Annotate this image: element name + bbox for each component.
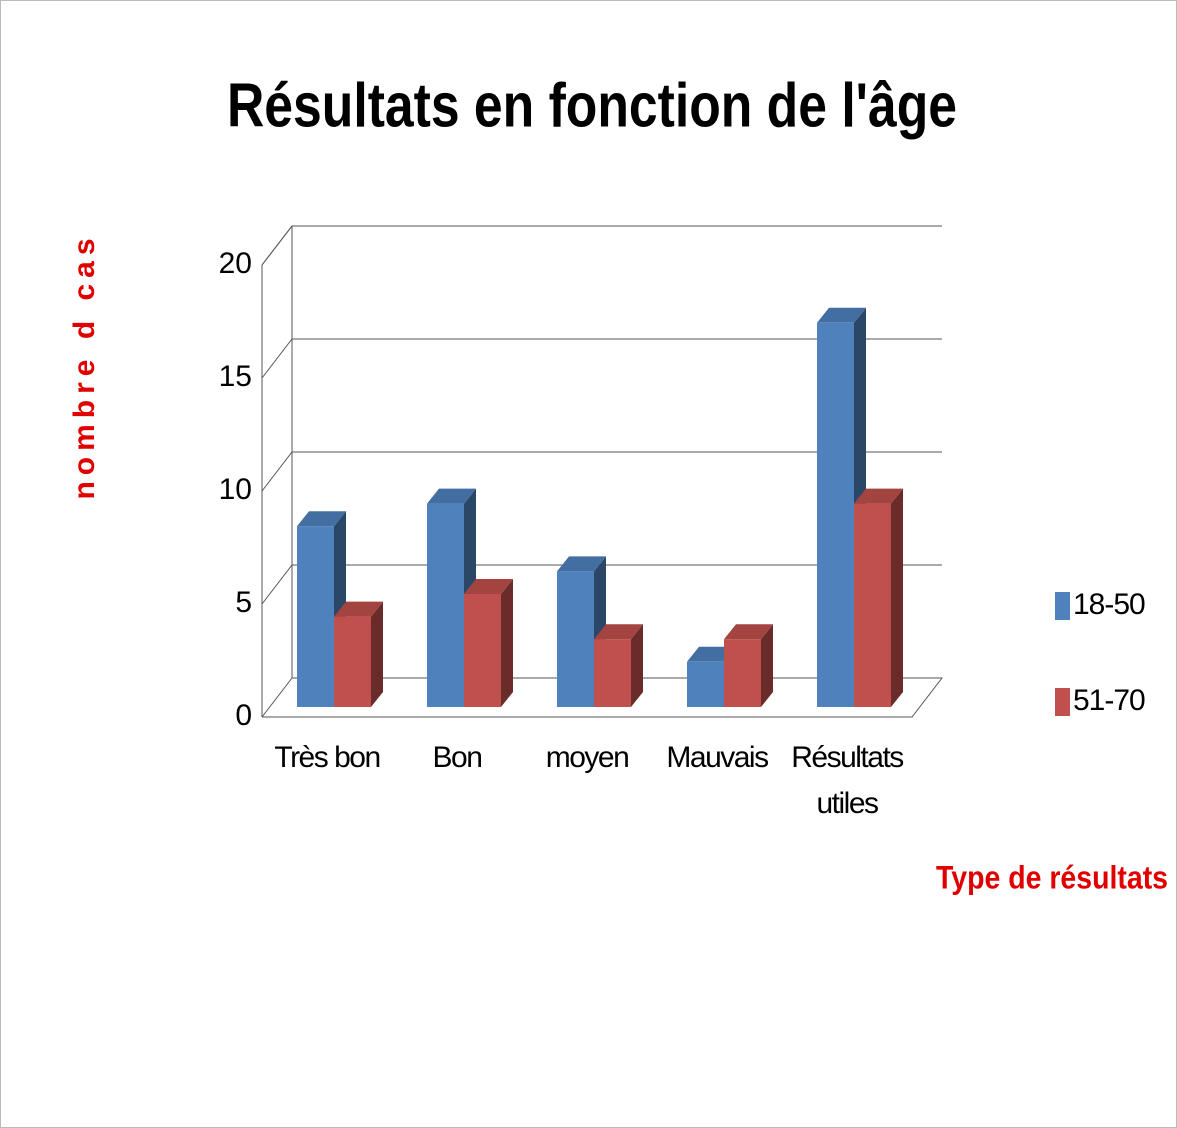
legend-swatch bbox=[1055, 592, 1070, 620]
legend-label: 18-50 bbox=[1073, 588, 1145, 621]
bar-front bbox=[464, 594, 501, 707]
bar-front bbox=[594, 639, 631, 707]
bar-top bbox=[557, 556, 606, 572]
x-tick-label: Résultats utiles bbox=[791, 741, 904, 820]
y-tick-label: 0 bbox=[235, 699, 252, 732]
bar bbox=[464, 579, 513, 707]
bar-top bbox=[297, 511, 346, 527]
grid-line bbox=[261, 225, 942, 266]
grid-line bbox=[261, 338, 942, 379]
bar-front bbox=[687, 661, 724, 707]
bar-front bbox=[817, 322, 854, 707]
bar-front bbox=[854, 503, 891, 707]
x-tick-label: Bon bbox=[432, 741, 483, 774]
legend-swatch bbox=[1055, 688, 1070, 716]
x-tick-label-box: Résultats utiles bbox=[791, 741, 904, 820]
bar-side bbox=[501, 579, 513, 707]
bar-side bbox=[891, 488, 903, 707]
bar bbox=[854, 488, 903, 707]
x-tick-label: Très bon bbox=[274, 741, 381, 774]
grid-line bbox=[261, 451, 942, 492]
bar bbox=[724, 624, 773, 707]
bar-front bbox=[297, 526, 334, 707]
x-tick-label-box: Très bon bbox=[274, 741, 381, 774]
bar bbox=[334, 601, 383, 707]
x-tick-label-box: moyen bbox=[545, 741, 630, 774]
bar-front bbox=[427, 503, 464, 707]
bar-top bbox=[464, 579, 513, 594]
bar-front bbox=[334, 616, 371, 707]
x-tick-label-box: Mauvais bbox=[666, 741, 769, 774]
bar-top bbox=[594, 624, 643, 640]
bar-side bbox=[371, 601, 383, 707]
bar bbox=[427, 488, 476, 707]
y-tick-label: 15 bbox=[219, 360, 252, 393]
y-axis-label: nombre d cas bbox=[68, 232, 101, 499]
bar-top bbox=[427, 488, 476, 504]
bar-top bbox=[687, 646, 736, 662]
x-tick-label: moyen bbox=[545, 741, 630, 774]
legend-label: 51-70 bbox=[1073, 684, 1145, 717]
bar-top bbox=[817, 307, 866, 323]
bar bbox=[594, 624, 643, 707]
grid-line bbox=[261, 564, 942, 605]
x-tick-label: Mauvais bbox=[666, 741, 769, 774]
bar-side bbox=[761, 624, 773, 707]
bar-top bbox=[724, 624, 773, 640]
x-axis-label: Type de résultats bbox=[936, 859, 1168, 895]
bar-front bbox=[557, 571, 594, 707]
bar-front bbox=[724, 639, 761, 707]
y-tick-label: 5 bbox=[235, 586, 252, 619]
y-tick-label: 10 bbox=[219, 473, 252, 506]
bar-top bbox=[854, 488, 903, 504]
chart-title: Résultats en fonction de l'âge bbox=[227, 71, 957, 140]
bar-side bbox=[631, 624, 643, 707]
x-tick-label-box: Bon bbox=[432, 741, 483, 774]
y-tick-label: 20 bbox=[219, 247, 252, 280]
bar-top bbox=[334, 601, 383, 617]
